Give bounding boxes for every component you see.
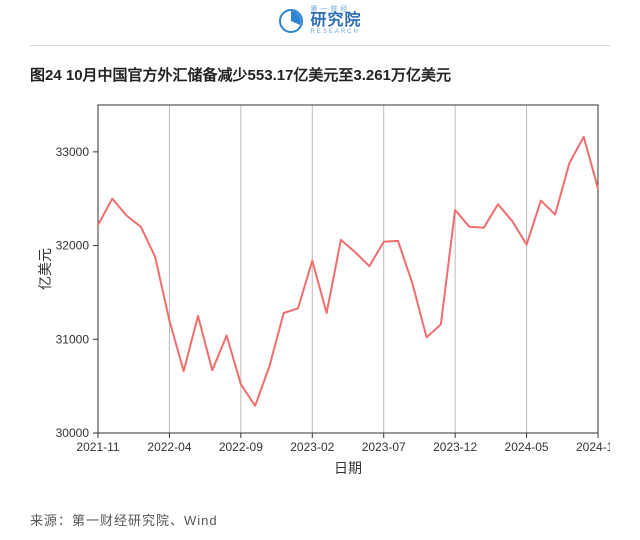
svg-text:2022-09: 2022-09 (219, 440, 263, 454)
svg-text:31000: 31000 (56, 332, 90, 346)
logo-line2: 研究院 (310, 13, 361, 29)
svg-text:2021-11: 2021-11 (76, 440, 119, 454)
chart-title: 图24 10月中国官方外汇储备减少553.17亿美元至3.261万亿美元 (30, 64, 610, 85)
chart: 30000 31000 32000 33000 2021-11 2022-04 2022-0… (30, 95, 610, 500)
svg-text:30000: 30000 (56, 426, 90, 440)
svg-text:2022-04: 2022-04 (147, 440, 191, 454)
source-text: 来源：第一财经研究院、Wind (30, 510, 610, 529)
svg-text:32000: 32000 (56, 238, 90, 252)
svg-text:2024-05: 2024-05 (505, 440, 549, 454)
svg-text:2023-02: 2023-02 (290, 440, 334, 454)
page: 第 一 财 经 研究院 RESEARCH 图24 10月中国官方外汇储备减少55… (0, 0, 640, 540)
svg-text:33000: 33000 (56, 144, 90, 158)
logo-line3: RESEARCH (310, 29, 361, 35)
logo-icon (278, 8, 304, 34)
logo-row: 第 一 财 经 研究院 RESEARCH (0, 0, 640, 39)
svg-text:2024-10: 2024-10 (576, 440, 610, 454)
svg-text:日期: 日期 (334, 460, 362, 476)
logo: 第 一 财 经 研究院 RESEARCH (278, 6, 361, 35)
divider (30, 45, 610, 46)
logo-text: 第 一 财 经 研究院 RESEARCH (310, 6, 361, 35)
svg-text:亿美元: 亿美元 (37, 248, 53, 290)
svg-text:2023-12: 2023-12 (433, 440, 477, 454)
svg-text:2023-07: 2023-07 (362, 440, 406, 454)
